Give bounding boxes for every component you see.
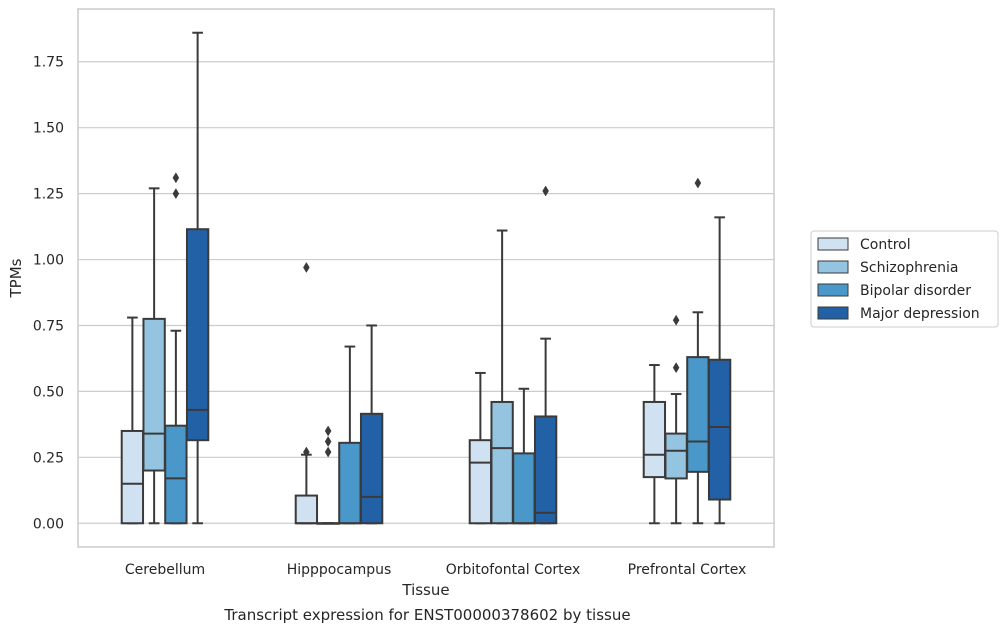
x-tick-label: Prefrontal Cortex bbox=[628, 562, 747, 578]
legend-swatch bbox=[817, 260, 849, 274]
box-schizophrenia-1 bbox=[316, 425, 340, 525]
box-control-2 bbox=[468, 371, 493, 525]
outlier-point bbox=[303, 446, 310, 458]
box-body bbox=[707, 358, 732, 501]
y-tick-label: 0.25 bbox=[33, 450, 64, 466]
legend-swatch bbox=[817, 237, 849, 251]
box-major-depression-3 bbox=[707, 216, 732, 525]
y-tick-label: 0.50 bbox=[33, 384, 64, 400]
box-schizophrenia-0 bbox=[142, 187, 166, 525]
y-tick-labels: 0.00 0.25 0.50 0.75 1.00 1.25 1.50 1.75 bbox=[33, 55, 64, 533]
box-body bbox=[338, 441, 362, 525]
box-body bbox=[294, 494, 319, 525]
box-body bbox=[664, 432, 688, 480]
legend-label: Schizophrenia bbox=[860, 260, 958, 276]
y-axis-label: TPMs bbox=[7, 258, 25, 298]
legend-swatch bbox=[817, 283, 849, 297]
y-tick-label: 0.00 bbox=[33, 516, 64, 532]
box-control-1 bbox=[294, 261, 319, 525]
y-tick-label: 1.25 bbox=[33, 187, 64, 203]
box-schizophrenia-3 bbox=[664, 314, 688, 525]
outlier-point bbox=[172, 172, 180, 184]
x-tick-labels: Cerebellum Hipppocampus Orbitofontal Corte… bbox=[125, 562, 746, 578]
box-body bbox=[120, 429, 145, 525]
box-body bbox=[359, 412, 384, 525]
outlier-point bbox=[324, 436, 332, 447]
x-axis-label: Tissue bbox=[401, 581, 449, 599]
legend: Control Schizophrenia Bipolar disorder Majo… bbox=[810, 230, 999, 328]
box-bipolar-disorder-0 bbox=[164, 172, 188, 525]
box-body bbox=[490, 400, 514, 525]
legend-label: Bipolar disorder bbox=[860, 283, 971, 299]
box-control-3 bbox=[642, 364, 667, 525]
legend-label: Major depression bbox=[860, 306, 980, 322]
x-tick-label: Orbitofontal Cortex bbox=[446, 562, 581, 578]
box-body bbox=[142, 317, 166, 472]
x-tick-label: Cerebellum bbox=[125, 562, 205, 578]
outlier-point bbox=[324, 425, 332, 437]
outlier-point bbox=[542, 185, 549, 197]
box-body bbox=[533, 415, 558, 525]
outlier-point bbox=[172, 188, 180, 200]
outlier-point bbox=[672, 314, 680, 326]
box-control-0 bbox=[120, 316, 145, 525]
box-bipolar-disorder-3 bbox=[686, 177, 710, 525]
box-body bbox=[642, 400, 667, 479]
outlier-point bbox=[694, 177, 702, 189]
outlier-point bbox=[324, 446, 332, 458]
box-body bbox=[164, 424, 188, 525]
outlier-point bbox=[303, 261, 310, 273]
box-schizophrenia-2 bbox=[490, 229, 514, 525]
box-body bbox=[686, 356, 710, 473]
y-tick-label: 1.75 bbox=[33, 55, 64, 71]
legend-swatch bbox=[817, 306, 849, 320]
chart-caption: Transcript expression for ENST0000037860… bbox=[224, 606, 631, 624]
box-bipolar-disorder-1 bbox=[338, 345, 362, 525]
box-bipolar-disorder-2 bbox=[512, 387, 536, 525]
x-tick-label: Hipppocampus bbox=[287, 562, 392, 578]
y-tick-label: 1.50 bbox=[33, 121, 64, 137]
legend-frame bbox=[810, 230, 999, 328]
box-body bbox=[185, 228, 210, 442]
outlier-point bbox=[672, 362, 680, 374]
box-body bbox=[512, 452, 536, 525]
y-tick-label: 0.75 bbox=[33, 318, 64, 334]
box-body bbox=[468, 439, 493, 525]
box-major-depression-1 bbox=[359, 324, 384, 525]
y-tick-label: 1.00 bbox=[33, 253, 64, 269]
plot-frame bbox=[77, 8, 775, 548]
box-major-depression-0 bbox=[185, 31, 210, 525]
legend-label: Control bbox=[860, 237, 911, 253]
plot-area bbox=[120, 31, 732, 525]
box-major-depression-2 bbox=[533, 185, 558, 525]
